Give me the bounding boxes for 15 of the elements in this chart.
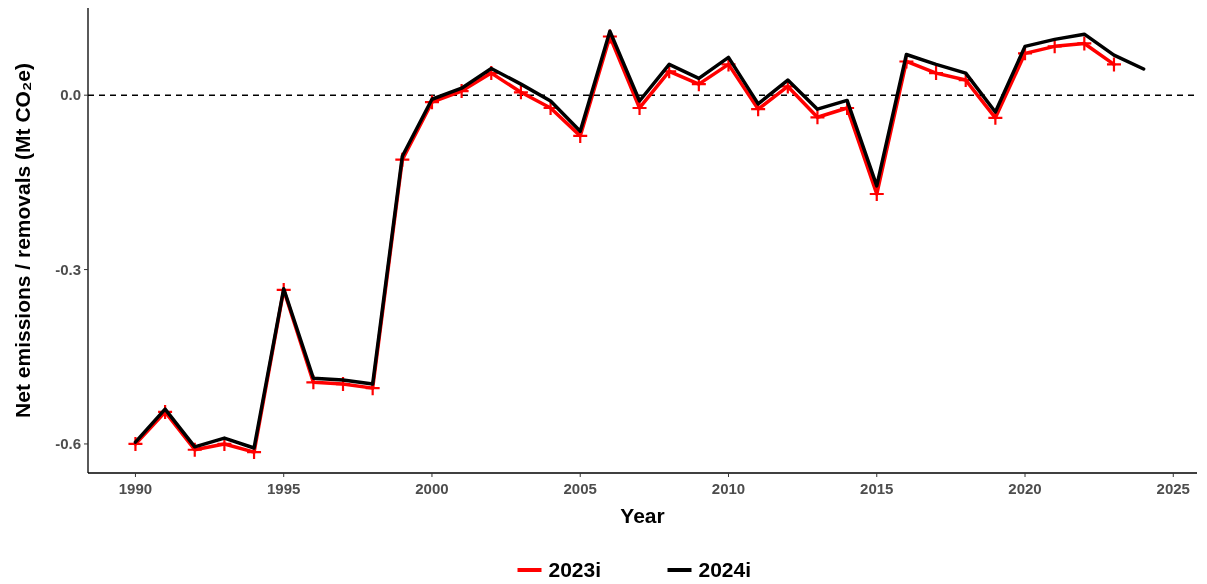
- x-tick-label: 2025: [1156, 480, 1190, 497]
- legend-label: 2024i: [698, 558, 752, 582]
- y-tick-label: 0.0: [60, 86, 81, 104]
- legend-label: 2023i: [548, 558, 602, 582]
- y-tick-label: -0.3: [55, 260, 81, 278]
- x-tick-label: 2005: [563, 480, 597, 497]
- y-axis-title: Net emissions / removals (Mt CO₂e): [11, 63, 34, 418]
- x-tick-label: 2010: [711, 480, 746, 497]
- y-tick-label: -0.6: [55, 435, 81, 453]
- x-tick-label: 2020: [1008, 480, 1042, 497]
- x-tick-label: 1990: [118, 480, 153, 497]
- x-tick-label: 1995: [267, 480, 301, 497]
- x-tick-label: 2000: [415, 480, 449, 497]
- x-tick-label: 2015: [860, 480, 894, 497]
- x-axis-title: Year: [620, 504, 665, 527]
